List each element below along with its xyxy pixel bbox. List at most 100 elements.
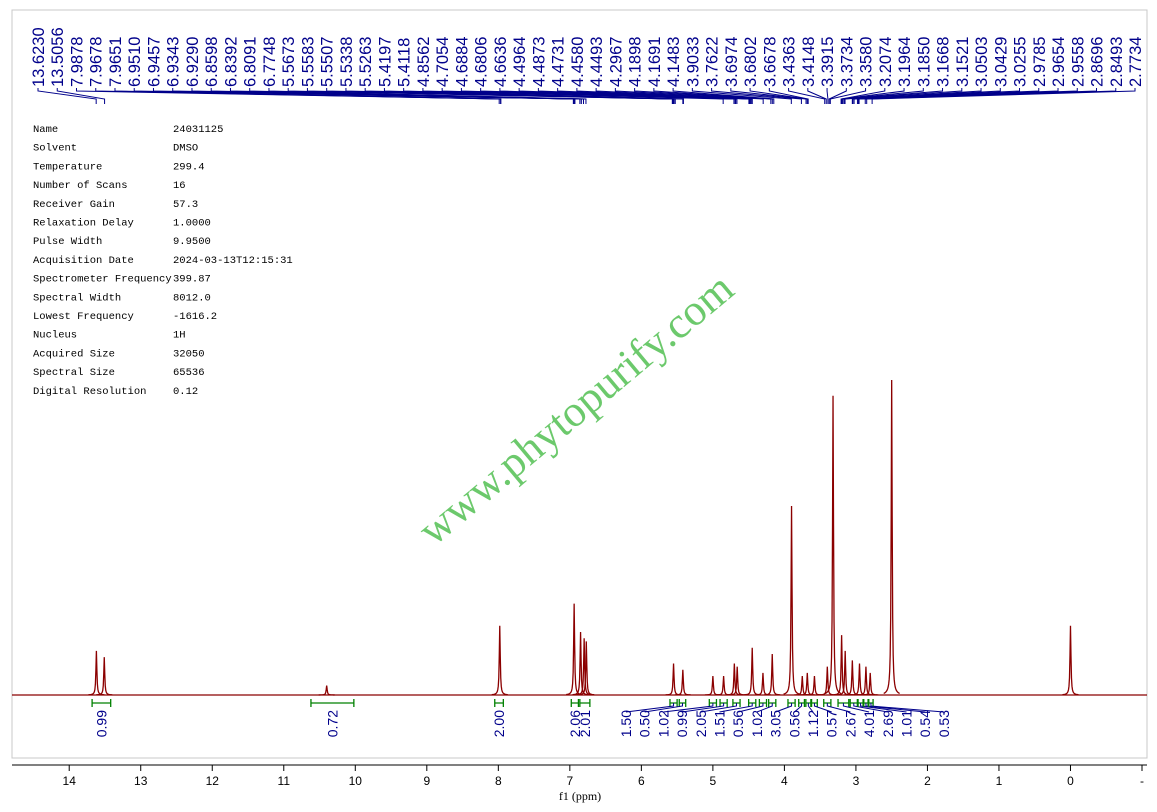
peak-label-leader bbox=[672, 88, 775, 104]
parameter-value: 299.4 bbox=[173, 161, 205, 173]
integral-label: 0.56 bbox=[786, 710, 802, 737]
peak-label-leader bbox=[614, 88, 764, 104]
peak-label: 4.1898 bbox=[627, 37, 645, 87]
peak-label: 6.9290 bbox=[184, 37, 202, 87]
integral-leader bbox=[700, 703, 737, 713]
peak bbox=[578, 641, 595, 696]
peak-label-leader bbox=[56, 88, 106, 104]
parameter-name: Nucleus bbox=[33, 330, 77, 342]
parameter-value: 65536 bbox=[173, 367, 205, 379]
peak bbox=[704, 676, 721, 696]
integral-label: 2.05 bbox=[693, 710, 709, 737]
peak-label: 2.9654 bbox=[1050, 37, 1068, 87]
integral-leader bbox=[663, 703, 714, 713]
integral-label: 1.02 bbox=[655, 710, 671, 737]
peak-label: 4.6884 bbox=[453, 37, 471, 87]
integral-label: 2.67 bbox=[842, 710, 858, 737]
parameter-value: 2024-03-13T12:15:31 bbox=[173, 255, 293, 267]
peak bbox=[744, 647, 761, 696]
peak-label-leader bbox=[840, 88, 886, 104]
peak-label: 3.1668 bbox=[935, 37, 953, 87]
parameter-value: 399.87 bbox=[173, 274, 211, 286]
peak-label-leader bbox=[807, 88, 827, 104]
peak-label: 5.4118 bbox=[396, 38, 414, 87]
peak-label: 3.0255 bbox=[1012, 37, 1030, 87]
parameter-name: Receiver Gain bbox=[33, 199, 115, 211]
parameter-value: 9.9500 bbox=[173, 236, 211, 248]
peak-label: 3.4148 bbox=[800, 37, 818, 87]
parameter-name: Spectral Width bbox=[33, 292, 121, 304]
peak bbox=[754, 672, 771, 696]
peak-label-leader bbox=[403, 88, 684, 104]
peak-label: 2.8493 bbox=[1108, 37, 1126, 87]
peak bbox=[883, 379, 900, 694]
x-tick-label: 8 bbox=[495, 774, 502, 788]
peak-label: 4.6806 bbox=[473, 37, 491, 87]
parameter-name: Digital Resolution bbox=[33, 386, 146, 398]
integral-label: 0.57 bbox=[824, 710, 840, 737]
peak-label: 7.9678 bbox=[88, 37, 106, 87]
peak-label: 3.4363 bbox=[781, 37, 799, 87]
x-tick-label: 12 bbox=[206, 774, 220, 788]
integral-label: 1.01 bbox=[899, 710, 915, 737]
peak-label: 3.6678 bbox=[761, 37, 779, 87]
peak bbox=[491, 625, 508, 696]
peak-label: 7.9651 bbox=[107, 37, 125, 87]
peak-label: 6.8392 bbox=[222, 37, 240, 87]
peak-label-leader bbox=[711, 88, 802, 104]
peak-label: 4.4493 bbox=[588, 37, 606, 87]
x-tick-label: 1 bbox=[996, 774, 1003, 788]
peak-label: 4.1483 bbox=[665, 37, 683, 87]
peak bbox=[764, 654, 781, 696]
peak-label: 4.7054 bbox=[434, 37, 452, 87]
peak bbox=[665, 663, 682, 696]
integral-leader bbox=[860, 703, 907, 713]
peak bbox=[96, 657, 113, 696]
parameter-name: Acquired Size bbox=[33, 348, 115, 360]
peak bbox=[837, 650, 854, 696]
frame bbox=[11, 9, 1148, 759]
peak-label-leader bbox=[842, 88, 924, 104]
peak-label: 5.5507 bbox=[319, 37, 337, 87]
peak-label: 4.4731 bbox=[550, 37, 568, 87]
peak-label-leader bbox=[826, 88, 829, 104]
integral-leader bbox=[826, 703, 851, 713]
peak bbox=[726, 663, 743, 696]
peak bbox=[799, 672, 816, 696]
peak-label: 4.8562 bbox=[415, 37, 433, 87]
peak-label-leader bbox=[841, 88, 905, 104]
peak-label-leader bbox=[268, 88, 587, 104]
x-tick-label: 11 bbox=[278, 774, 291, 788]
peak-label: 2.9785 bbox=[1031, 37, 1049, 87]
peak-label: 3.3580 bbox=[858, 37, 876, 87]
integral-label: 1.02 bbox=[749, 710, 765, 737]
integral-leader bbox=[870, 703, 944, 713]
integral-label: 1.51 bbox=[712, 710, 728, 737]
integral-leader bbox=[625, 703, 675, 713]
peak-label-leader bbox=[114, 88, 502, 104]
peak-label: 6.8598 bbox=[203, 37, 221, 87]
peak-label: 3.3915 bbox=[819, 37, 837, 87]
peak bbox=[857, 666, 874, 696]
peak-label: 6.9343 bbox=[165, 37, 183, 87]
integral-bracket bbox=[310, 699, 355, 707]
integral-leader bbox=[853, 703, 888, 713]
integral-leader bbox=[865, 703, 926, 713]
parameter-name: Number of Scans bbox=[33, 180, 128, 192]
integral-label: 0.53 bbox=[936, 710, 952, 737]
x-tick-label: 9 bbox=[423, 774, 430, 788]
peak-label: 3.6974 bbox=[723, 37, 741, 87]
parameter-value: DMSO bbox=[173, 143, 198, 155]
peak-label: 4.4580 bbox=[569, 37, 587, 87]
peak-label: 2.8696 bbox=[1089, 37, 1107, 87]
integral-label: 0.56 bbox=[730, 710, 746, 737]
peak-label-leader bbox=[851, 88, 982, 104]
peak-label: 3.1964 bbox=[896, 37, 914, 87]
x-tick-label: 2 bbox=[924, 774, 931, 788]
peak bbox=[862, 672, 879, 696]
peak bbox=[783, 505, 800, 695]
x-tick-label: 0 bbox=[1067, 774, 1074, 788]
peak-label: 6.7748 bbox=[261, 37, 279, 87]
peak-label: 2.7734 bbox=[1127, 37, 1145, 87]
parameter-name: Lowest Frequency bbox=[33, 311, 134, 323]
